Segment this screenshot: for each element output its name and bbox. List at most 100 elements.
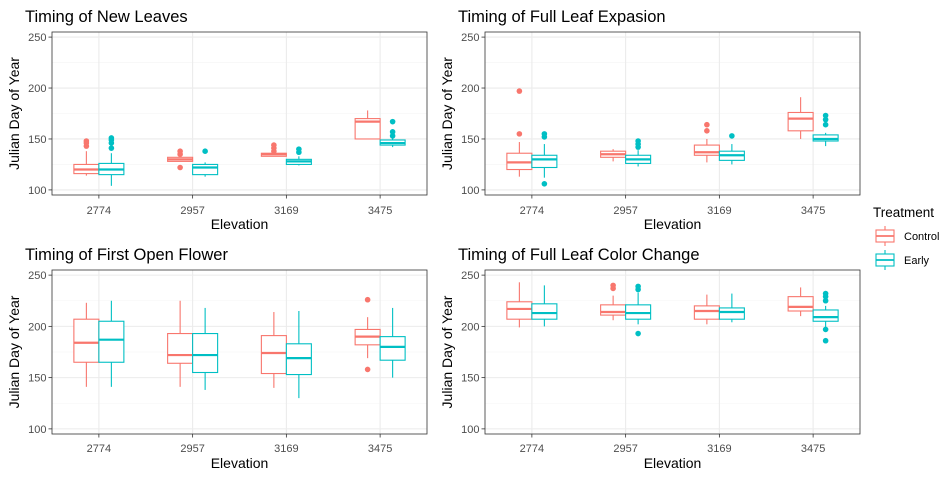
box-body — [192, 332, 219, 374]
box-body — [506, 301, 533, 320]
x-tick-label: 2957 — [613, 443, 637, 455]
x-tick-label: 2774 — [87, 443, 111, 455]
outlier-point — [729, 133, 735, 139]
legend-label: Early — [904, 255, 930, 267]
x-tick-label: 3475 — [368, 205, 392, 217]
series-early — [98, 300, 406, 399]
outlier-point — [83, 138, 90, 144]
outlier-point — [516, 131, 523, 137]
box-early-2957 — [625, 138, 652, 167]
y-axis-title: Julian Day of Year — [439, 57, 455, 170]
panel-4: 100 150 200 250 2774 2957 3169 3475 Timing of Fu… — [439, 246, 861, 471]
y-tick-label: 150 — [461, 373, 479, 385]
box-body — [354, 118, 381, 140]
panel-title: Timing of First Open Flower — [25, 246, 228, 264]
outlier-point — [389, 133, 396, 139]
x-tick-label: 2774 — [87, 205, 111, 217]
x-tick-label: 2957 — [180, 205, 204, 217]
x-tick-label: 2957 — [613, 205, 637, 217]
box-control-3475 — [787, 287, 814, 317]
box-body — [379, 336, 406, 361]
y-tick-label: 100 — [28, 424, 46, 436]
legend-item-control: Control — [874, 225, 939, 247]
legend-label: Control — [904, 231, 939, 243]
panel-border — [51, 31, 428, 196]
outlier-point — [822, 297, 829, 304]
legend: Treatment Control Early — [873, 205, 939, 271]
outlier-point — [177, 164, 183, 171]
box-control-2774 — [73, 138, 100, 176]
y-tick-label: 150 — [28, 373, 46, 385]
box-body — [787, 296, 814, 312]
legend-item-early: Early — [874, 249, 930, 271]
panel-title: Timing of New Leaves — [25, 8, 188, 26]
y-tick-label: 100 — [461, 185, 479, 197]
box-control-2774 — [73, 302, 100, 387]
outlier-point — [389, 129, 396, 135]
y-tick-label: 150 — [461, 134, 479, 146]
box-early-3169 — [285, 311, 312, 399]
box-early-3475 — [812, 290, 839, 344]
box-body — [693, 144, 720, 156]
x-tick-label: 3169 — [274, 443, 298, 455]
panel-title: Timing of Full Leaf Color Change — [458, 246, 700, 264]
box-early-3169 — [285, 146, 312, 166]
box-early-3475 — [812, 112, 839, 147]
series-control — [506, 282, 814, 328]
outlier-point — [541, 180, 548, 187]
x-tick-label: 3169 — [707, 205, 731, 217]
panel-2: 100 150 200 250 2774 2957 3169 3475 Timing of Fu… — [439, 8, 861, 232]
outlier-point — [610, 282, 616, 289]
box-control-2957 — [600, 149, 627, 162]
panels: 100 150 200 250 2774 2957 3169 3475 Timing of Ne… — [6, 8, 861, 471]
box-control-3169 — [260, 312, 287, 388]
outlier-point — [108, 135, 115, 141]
box-early-2957 — [192, 307, 219, 390]
y-axis-title: Julian Day of Year — [6, 295, 22, 408]
outlier-point — [389, 118, 396, 125]
outlier-point — [296, 146, 302, 152]
box-control-3475 — [354, 110, 381, 140]
outlier-point — [822, 326, 829, 333]
box-early-2774 — [98, 135, 125, 186]
box-early-3475 — [379, 118, 406, 148]
series-control — [73, 110, 381, 176]
outlier-point — [822, 121, 829, 128]
outlier-point — [635, 283, 641, 290]
outlier-point — [271, 142, 277, 148]
box-control-2957 — [167, 148, 194, 171]
outlier-point — [704, 121, 710, 128]
panel-border — [484, 269, 861, 435]
outlier-point — [704, 128, 710, 134]
y-tick-label: 250 — [28, 270, 46, 282]
outlier-point — [635, 138, 641, 144]
panel-1: 100 150 200 250 2774 2957 3169 3475 Timing of Ne… — [6, 8, 428, 232]
y-tick-label: 100 — [28, 185, 46, 197]
panel-title: Timing of Full Leaf Expasion — [458, 8, 666, 26]
y-tick-label: 100 — [461, 424, 479, 436]
panel-3: 100 150 200 250 2774 2957 3169 3475 Timing of Fi… — [6, 246, 428, 471]
y-tick-label: 200 — [28, 83, 46, 95]
legend-title: Treatment — [873, 205, 934, 220]
y-tick-label: 250 — [461, 32, 479, 44]
box-body — [260, 335, 287, 375]
box-body — [718, 307, 745, 320]
outlier-point — [364, 366, 371, 373]
box-body — [812, 309, 839, 322]
y-tick-label: 250 — [461, 270, 479, 282]
x-tick-label: 2957 — [180, 443, 204, 455]
outlier-point — [541, 131, 548, 137]
box-control-3475 — [787, 97, 814, 139]
outlier-point — [516, 88, 523, 94]
box-early-2774 — [531, 131, 558, 187]
series-control — [506, 88, 814, 177]
y-tick-label: 200 — [461, 321, 479, 333]
box-early-2774 — [98, 300, 125, 387]
y-axis-title: Julian Day of Year — [6, 57, 22, 170]
x-axis-title: Elevation — [211, 455, 269, 471]
box-control-3169 — [693, 294, 720, 325]
series-early — [531, 112, 839, 187]
outlier-point — [822, 290, 829, 297]
y-tick-label: 250 — [28, 32, 46, 44]
